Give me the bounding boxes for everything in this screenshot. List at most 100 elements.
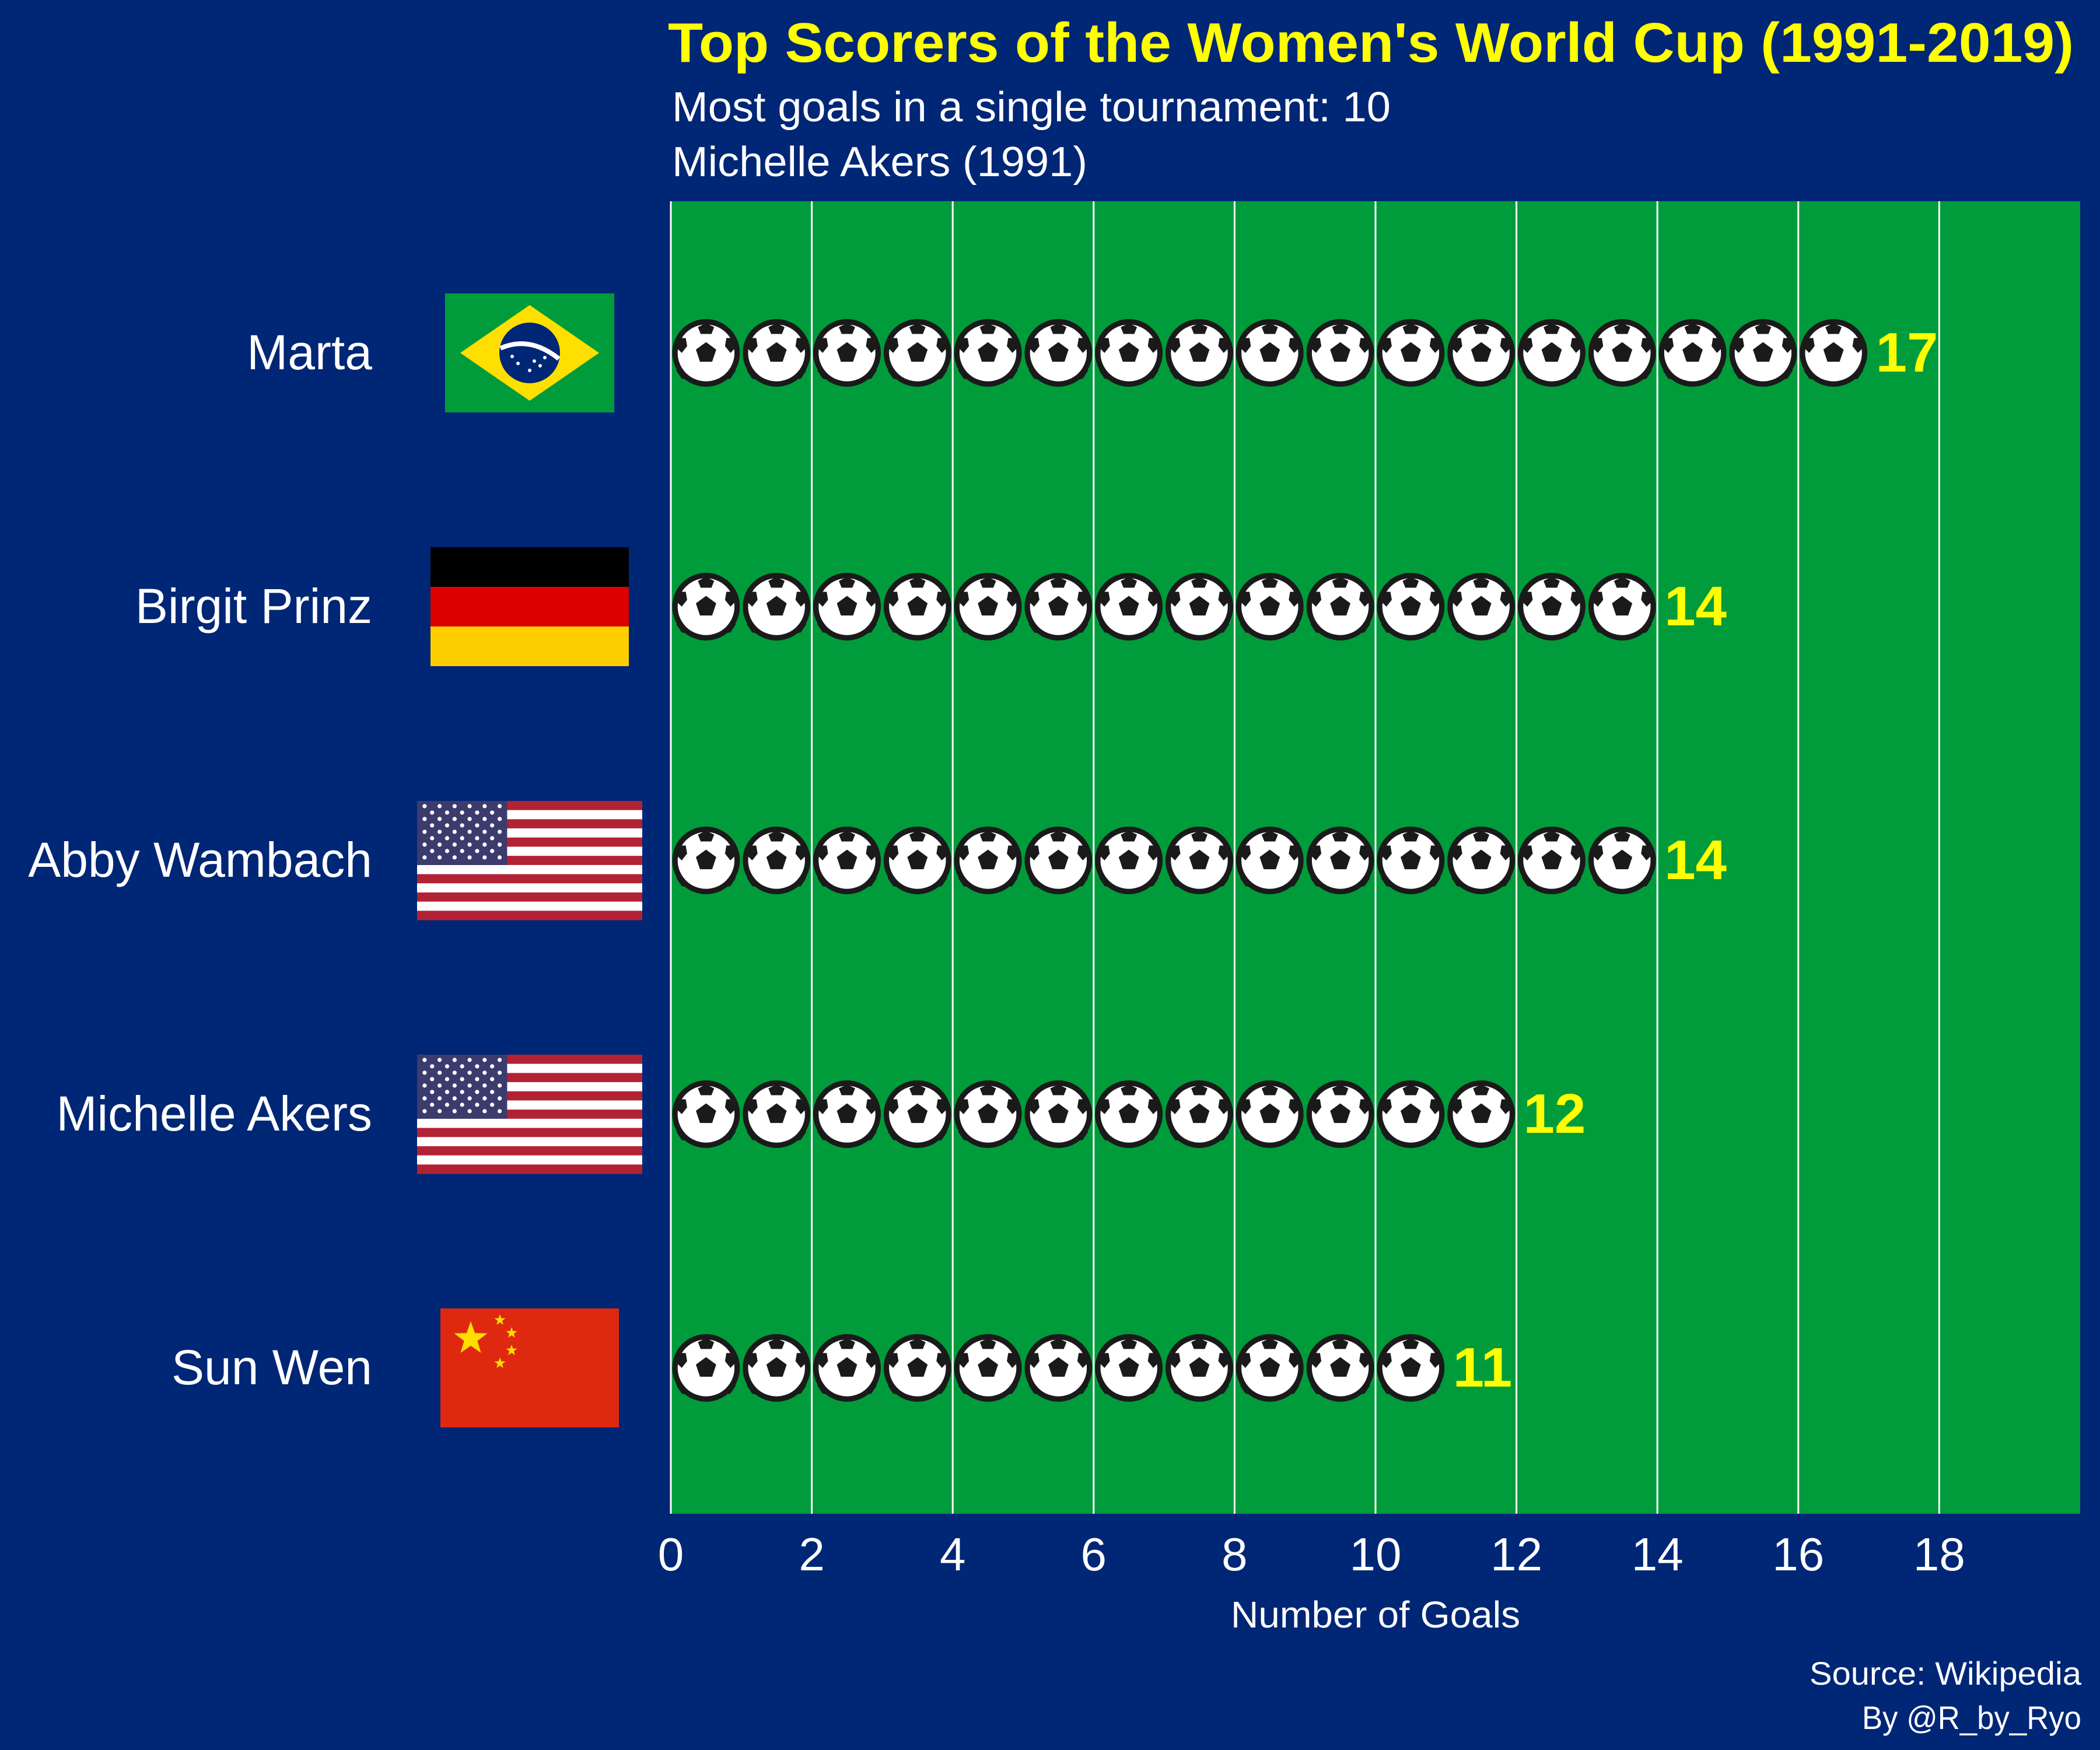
goal-mark-3-8 xyxy=(1168,1083,1231,1146)
x-tick-label-0: 0 xyxy=(658,1528,684,1580)
chart-subtitle-line-1: Most goals in a single tournament: 10 xyxy=(672,84,1391,131)
goal-mark-0-8 xyxy=(1168,322,1231,384)
category-label-abby-wambach: Abby Wambach xyxy=(28,832,372,887)
value-label-0: 17 xyxy=(1876,321,1938,384)
goal-mark-0-3 xyxy=(816,322,878,384)
usa-flag-icon-3 xyxy=(417,1055,642,1174)
value-label-4: 11 xyxy=(1453,1336,1512,1399)
category-label-birgit-prinz: Birgit Prinz xyxy=(135,579,372,634)
goal-mark-2-13 xyxy=(1521,830,1583,892)
goal-mark-1-2 xyxy=(746,576,808,638)
goal-mark-0-4 xyxy=(886,322,949,384)
goal-mark-1-14 xyxy=(1591,576,1653,638)
x-axis-label: Number of Goals xyxy=(1231,1594,1520,1636)
chart-subtitle-line-2: Michelle Akers (1991) xyxy=(672,139,1087,186)
x-axis-ticks: 0 2 4 6 8 10 12 14 16 18 xyxy=(658,1528,1965,1580)
goal-mark-4-4 xyxy=(886,1337,949,1399)
goal-mark-0-5 xyxy=(957,322,1019,384)
goal-mark-3-4 xyxy=(886,1083,949,1146)
value-label-1: 14 xyxy=(1664,575,1727,638)
goal-mark-0-7 xyxy=(1098,322,1160,384)
goal-mark-3-11 xyxy=(1380,1083,1442,1146)
goal-mark-4-5 xyxy=(957,1337,1019,1399)
goal-mark-2-4 xyxy=(886,830,949,892)
goal-mark-2-11 xyxy=(1380,830,1442,892)
goal-mark-4-11 xyxy=(1380,1337,1442,1399)
goal-mark-4-1 xyxy=(675,1337,737,1399)
brazil-flag-icon-0 xyxy=(445,293,614,412)
goal-mark-0-1 xyxy=(675,322,737,384)
category-labels: Marta Birgit Prinz Abby Wambach Michelle Ak… xyxy=(28,325,372,1395)
value-label-3: 12 xyxy=(1524,1083,1586,1145)
goal-mark-3-1 xyxy=(675,1083,737,1146)
germany-flag-icon-1 xyxy=(430,547,629,666)
category-label-michelle-akers: Michelle Akers xyxy=(56,1086,372,1141)
goal-mark-0-9 xyxy=(1238,322,1301,384)
goal-mark-0-10 xyxy=(1309,322,1371,384)
chart-title: Top Scorers of the Women's World Cup (19… xyxy=(668,12,2074,74)
china-flag-icon-4 xyxy=(440,1308,619,1427)
goal-mark-2-12 xyxy=(1450,830,1513,892)
goal-mark-0-11 xyxy=(1380,322,1442,384)
goal-mark-3-6 xyxy=(1027,1083,1090,1146)
x-tick-label-4: 4 xyxy=(940,1528,966,1580)
x-tick-label-16: 16 xyxy=(1772,1528,1824,1580)
caption-source: Source: Wikipedia xyxy=(1810,1655,2082,1692)
category-label-sun-wen: Sun Wen xyxy=(172,1340,372,1395)
goal-mark-1-10 xyxy=(1309,576,1371,638)
caption-author: By @R_by_Ryo xyxy=(1862,1699,2081,1736)
goal-mark-1-3 xyxy=(816,576,878,638)
goal-mark-0-13 xyxy=(1521,322,1583,384)
goal-mark-3-2 xyxy=(746,1083,808,1146)
goal-mark-2-6 xyxy=(1027,830,1090,892)
goal-mark-0-2 xyxy=(746,322,808,384)
category-label-marta: Marta xyxy=(247,325,372,380)
goal-mark-2-14 xyxy=(1591,830,1653,892)
goal-mark-2-5 xyxy=(957,830,1019,892)
goal-mark-4-7 xyxy=(1098,1337,1160,1399)
goal-mark-2-10 xyxy=(1309,830,1371,892)
x-tick-label-14: 14 xyxy=(1632,1528,1684,1580)
goal-mark-0-12 xyxy=(1450,322,1513,384)
gridlines xyxy=(670,201,1940,1514)
x-tick-label-18: 18 xyxy=(1913,1528,1965,1580)
goal-mark-2-1 xyxy=(675,830,737,892)
goal-mark-4-2 xyxy=(746,1337,808,1399)
usa-flag-icon-2 xyxy=(417,801,642,921)
goal-mark-1-11 xyxy=(1380,576,1442,638)
goal-mark-1-7 xyxy=(1098,576,1160,638)
goal-mark-2-9 xyxy=(1238,830,1301,892)
goal-mark-0-17 xyxy=(1803,322,1865,384)
goal-mark-3-12 xyxy=(1450,1083,1513,1146)
goal-mark-1-1 xyxy=(675,576,737,638)
goal-mark-3-10 xyxy=(1309,1083,1371,1146)
goal-mark-1-12 xyxy=(1450,576,1513,638)
goal-mark-3-9 xyxy=(1238,1083,1301,1146)
goal-mark-3-5 xyxy=(957,1083,1019,1146)
goal-mark-1-4 xyxy=(886,576,949,638)
goal-mark-2-2 xyxy=(746,830,808,892)
value-labels: 17 14 14 12 11 xyxy=(1453,321,1938,1399)
goal-mark-4-3 xyxy=(816,1337,878,1399)
x-tick-label-10: 10 xyxy=(1350,1528,1402,1580)
goal-mark-4-9 xyxy=(1238,1337,1301,1399)
flags xyxy=(417,293,642,1427)
goal-mark-3-3 xyxy=(816,1083,878,1146)
goal-mark-4-8 xyxy=(1168,1337,1231,1399)
goal-mark-0-16 xyxy=(1732,322,1794,384)
x-tick-label-8: 8 xyxy=(1222,1528,1248,1580)
goal-mark-4-6 xyxy=(1027,1337,1090,1399)
goal-mark-3-7 xyxy=(1098,1083,1160,1146)
goal-mark-1-9 xyxy=(1238,576,1301,638)
x-tick-label-2: 2 xyxy=(799,1528,825,1580)
goal-mark-0-6 xyxy=(1027,322,1090,384)
goal-mark-1-13 xyxy=(1521,576,1583,638)
x-tick-label-12: 12 xyxy=(1490,1528,1542,1580)
goal-mark-1-5 xyxy=(957,576,1019,638)
goal-mark-0-14 xyxy=(1591,322,1653,384)
value-label-2: 14 xyxy=(1664,829,1727,891)
goal-mark-2-8 xyxy=(1168,830,1231,892)
goal-mark-4-10 xyxy=(1309,1337,1371,1399)
goal-mark-1-6 xyxy=(1027,576,1090,638)
